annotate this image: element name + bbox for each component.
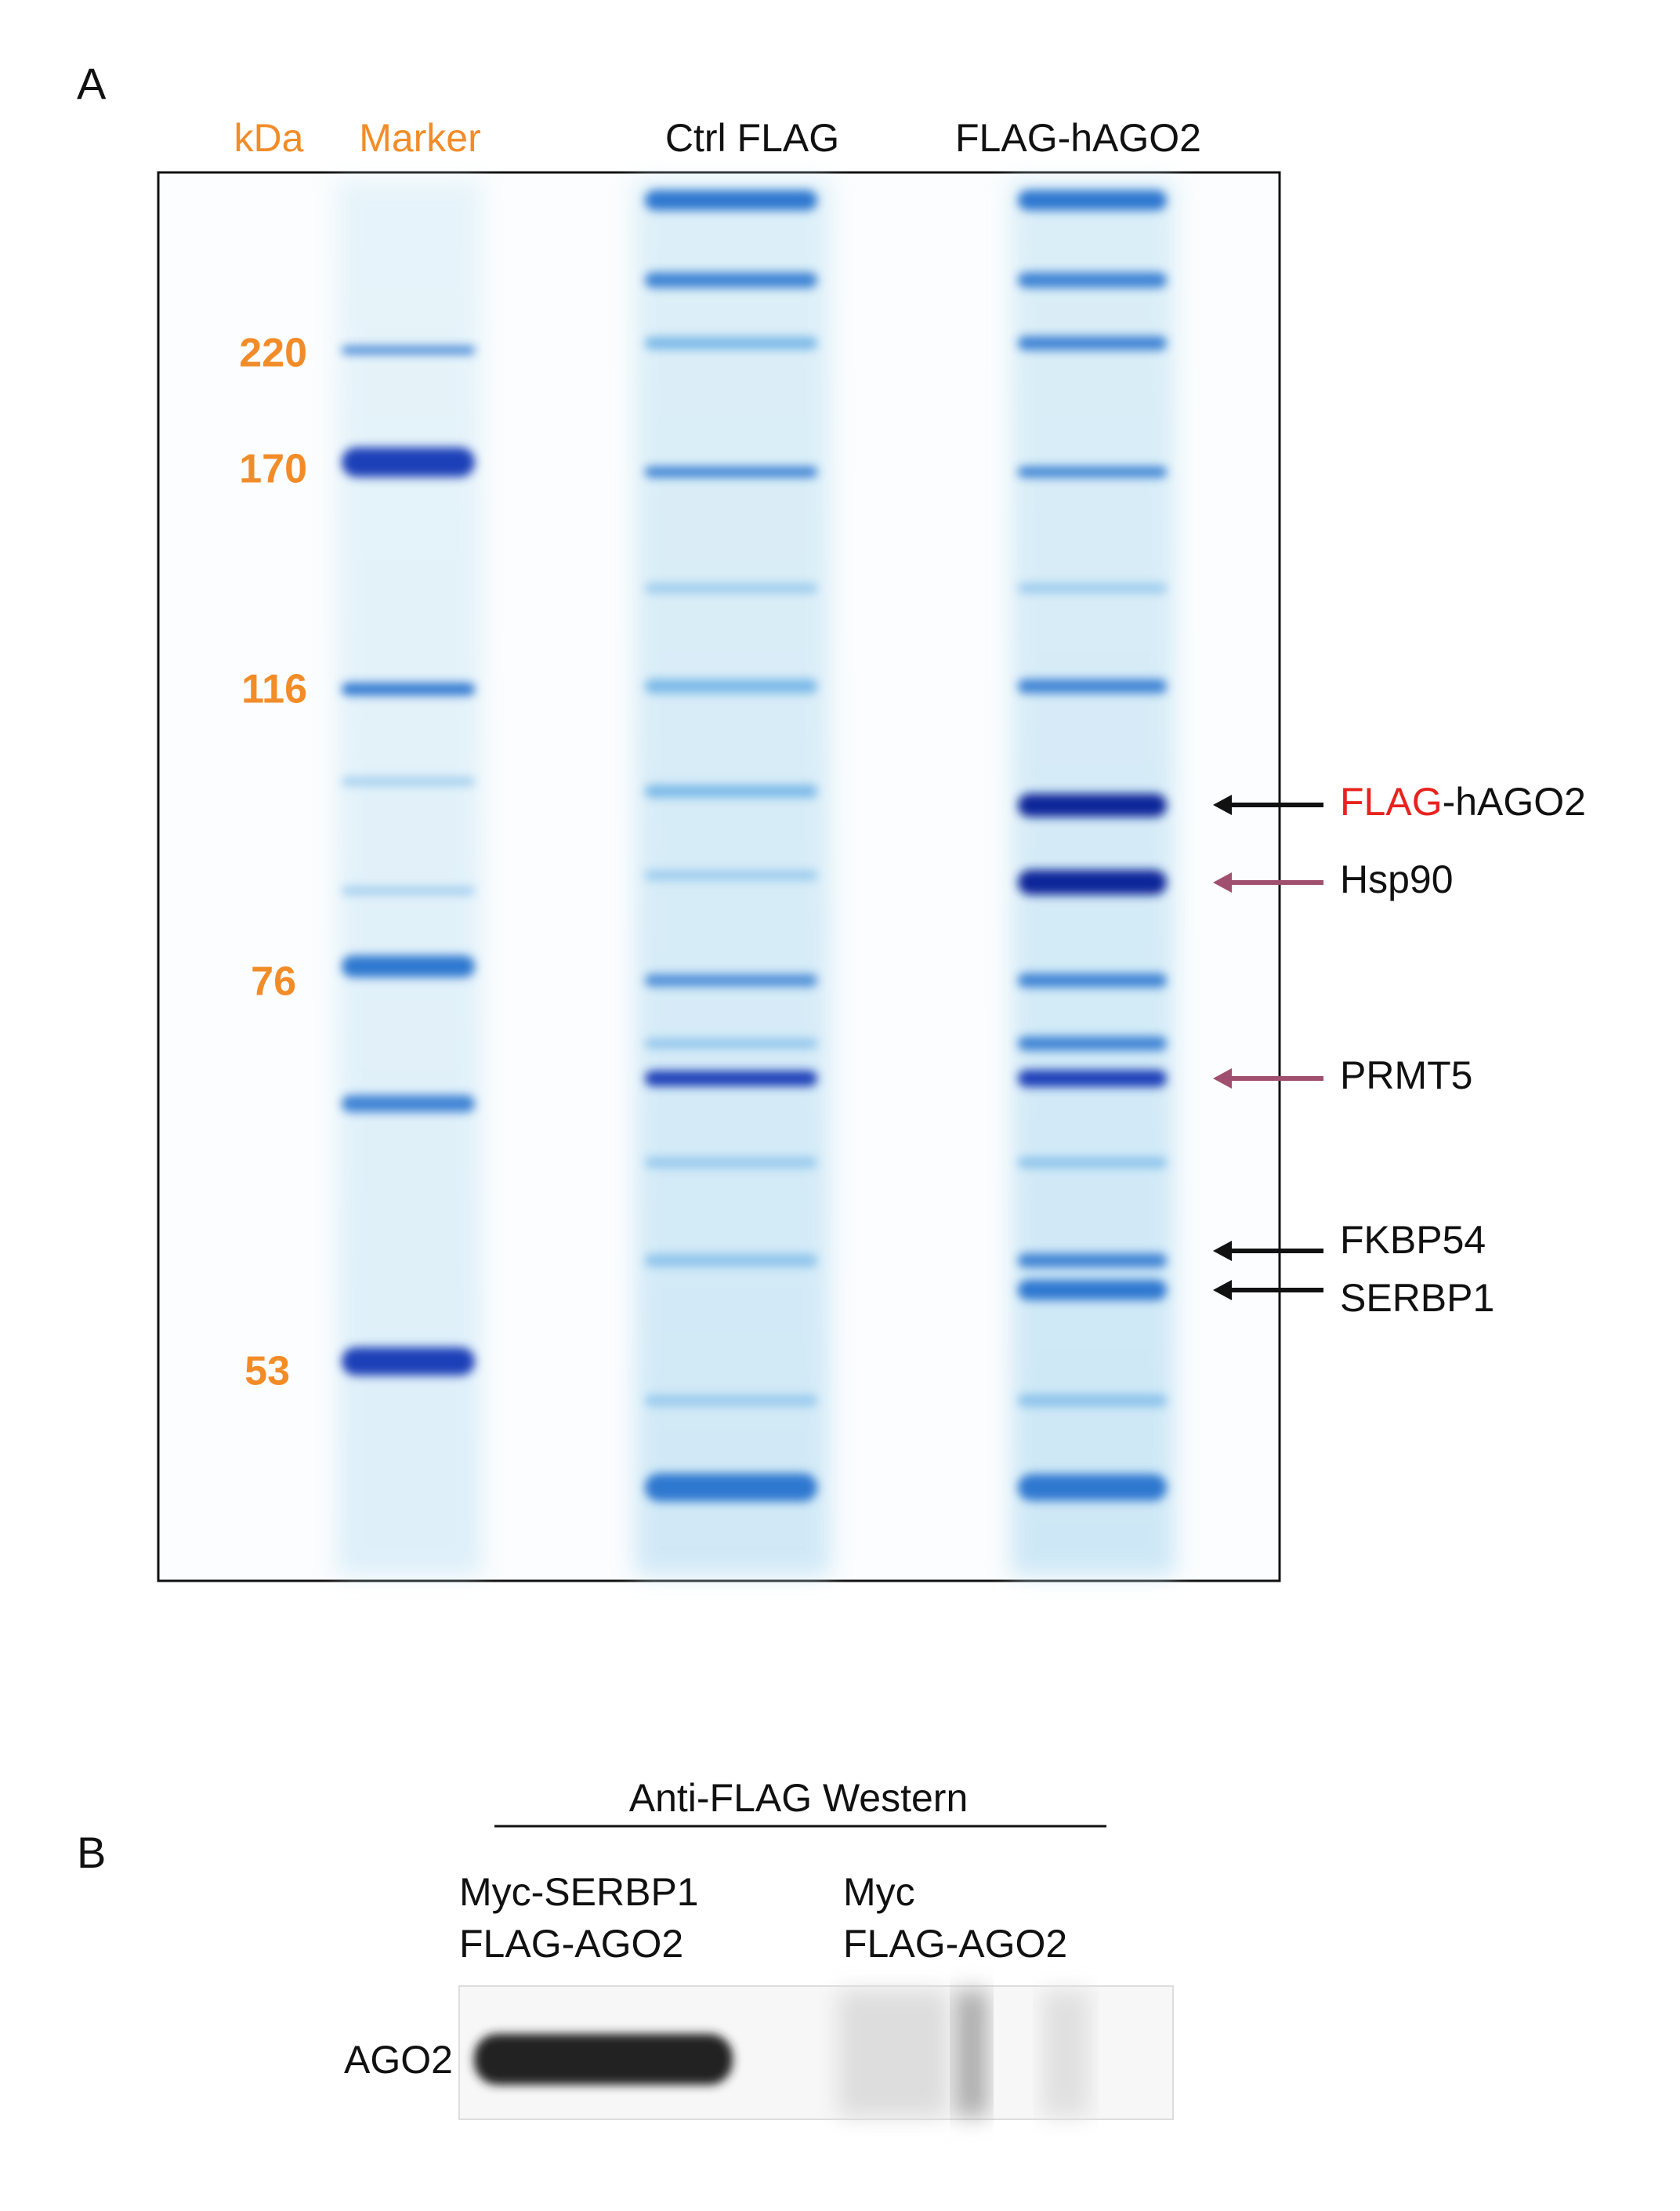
gel-band	[1018, 973, 1167, 988]
marker-size: 116	[241, 667, 307, 712]
gel-band	[1018, 1157, 1167, 1169]
gel-band	[342, 447, 475, 477]
gel-band	[1018, 272, 1167, 288]
marker-size: 53	[244, 1349, 290, 1394]
gel-band	[342, 955, 475, 978]
band-label: FKBP54	[1340, 1218, 1486, 1262]
blot	[458, 1985, 1174, 2120]
band-label: SERBP1	[1340, 1276, 1494, 1320]
gel-band	[645, 583, 817, 593]
lane-label: FLAG-AGO2	[843, 1922, 1067, 1966]
gel-band	[645, 679, 817, 694]
gel-band	[645, 272, 817, 288]
band-tag: FLAG	[1340, 780, 1443, 824]
gel-band	[1018, 793, 1167, 817]
gel-band	[645, 1473, 817, 1502]
gel-band	[1018, 1036, 1167, 1051]
band-label: Hsp90	[1340, 857, 1454, 901]
band-name: -hAGO2	[1443, 780, 1586, 824]
gel-band	[1018, 466, 1167, 478]
lane-header: FLAG-hAGO2	[955, 116, 1201, 160]
band-label: FLAG-hAGO2	[1340, 780, 1586, 824]
gel-band	[1018, 583, 1167, 593]
lane-header: Ctrl FLAG	[665, 116, 839, 160]
gel-band	[645, 466, 817, 478]
band-label: PRMT5	[1340, 1053, 1472, 1097]
gel-band	[645, 1038, 817, 1049]
gel-band	[1018, 190, 1167, 211]
gel-band	[1018, 1394, 1167, 1407]
gel-band	[645, 1157, 817, 1169]
arrows	[1213, 795, 1323, 1300]
unit-header: kDa	[234, 116, 304, 160]
blot-title: Anti-FLAG Western	[629, 1776, 969, 1820]
marker-size: 170	[239, 447, 307, 492]
gel-band	[645, 336, 817, 350]
row-label: AGO2	[344, 2038, 453, 2082]
gel-band	[645, 1070, 817, 1086]
gel-band	[342, 346, 475, 354]
gel-band	[342, 1095, 475, 1113]
panel-label: B	[77, 1828, 106, 1877]
marker-header: Marker	[359, 116, 481, 160]
gel-band	[645, 1395, 817, 1406]
lane-label: Myc	[843, 1870, 915, 1914]
gel-band	[645, 870, 817, 880]
gel-band	[342, 683, 475, 696]
lane-label: FLAG-AGO2	[459, 1922, 683, 1966]
gel-band	[1018, 1279, 1167, 1300]
gel-band	[342, 1347, 475, 1376]
marker-size: 220	[239, 331, 307, 376]
gel-band	[1018, 679, 1167, 694]
gel-band	[645, 973, 817, 987]
gel-band	[645, 785, 817, 798]
gel-band	[645, 190, 817, 211]
gel-band	[342, 886, 475, 895]
lane-label: Myc-SERBP1	[459, 1870, 699, 1914]
panel-label: A	[77, 59, 107, 108]
gel-band	[1018, 335, 1167, 350]
gel-band	[1018, 869, 1167, 895]
marker-size: 76	[251, 959, 296, 1005]
gel-band	[1018, 1253, 1167, 1268]
gel-band	[1018, 1069, 1167, 1087]
gel-band	[342, 777, 475, 786]
gel-band	[1018, 1473, 1167, 1501]
gel-band	[645, 1254, 817, 1267]
gel	[157, 171, 1281, 1582]
